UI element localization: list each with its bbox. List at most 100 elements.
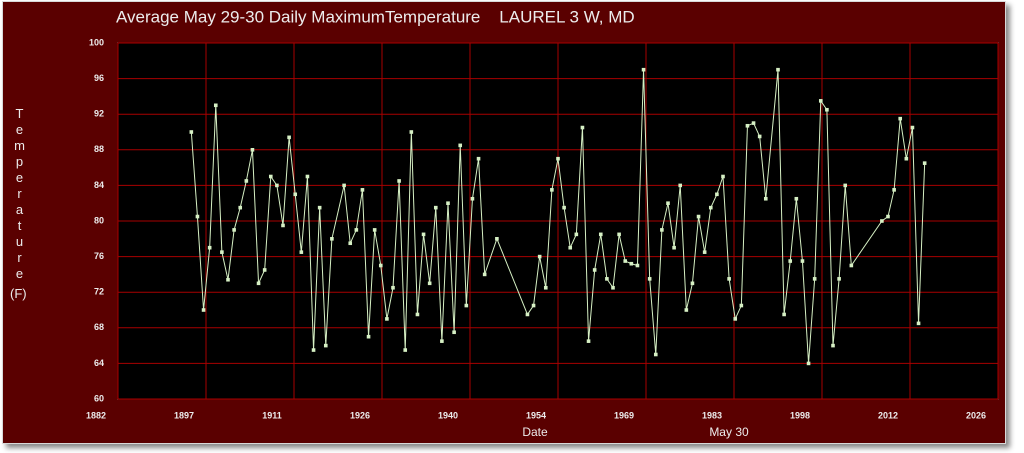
data-point <box>299 250 304 254</box>
y-tick-label: 72 <box>94 287 104 297</box>
data-point <box>323 343 328 348</box>
data-point <box>220 250 224 254</box>
data-point <box>226 277 230 282</box>
data-point <box>287 135 291 140</box>
x-axis-label: Date <box>522 425 548 439</box>
data-point <box>898 116 903 121</box>
data-point <box>623 259 628 263</box>
data-point <box>360 188 365 192</box>
data-point <box>446 201 450 205</box>
data-point <box>427 281 432 286</box>
data-point <box>440 339 444 343</box>
data-point <box>397 179 401 183</box>
data-point <box>831 343 835 348</box>
y-tick-label: 84 <box>94 180 104 190</box>
data-point <box>641 67 646 72</box>
data-point <box>421 232 426 237</box>
data-point <box>672 245 676 250</box>
data-point <box>201 308 206 312</box>
data-point <box>311 348 316 352</box>
data-point <box>904 156 909 161</box>
data-point <box>702 250 707 254</box>
data-point <box>788 259 793 263</box>
data-point <box>415 312 420 317</box>
data-point <box>275 183 279 188</box>
data-point <box>495 237 499 241</box>
y-tick-label: 64 <box>94 358 104 368</box>
data-point <box>232 228 236 232</box>
data-point <box>886 214 890 219</box>
data-point <box>825 107 829 112</box>
data-point <box>733 317 738 321</box>
data-point <box>372 228 377 232</box>
data-point <box>666 201 670 205</box>
data-point <box>647 277 652 281</box>
data-point <box>250 148 255 152</box>
data-point <box>684 308 689 312</box>
x-tick-label: 1897 <box>174 410 194 420</box>
data-point <box>317 205 322 210</box>
data-point <box>806 361 811 366</box>
data-point <box>470 196 475 201</box>
data-point <box>751 121 756 125</box>
data-point <box>262 268 267 272</box>
data-point <box>385 317 389 321</box>
data-point <box>653 352 658 357</box>
data-point <box>562 205 566 210</box>
x-tick-label: 1940 <box>438 410 458 420</box>
data-point <box>293 192 298 197</box>
data-point <box>342 183 346 188</box>
chart-title: Average May 29-30 Daily MaximumTemperatu… <box>116 7 635 26</box>
data-point <box>458 143 463 148</box>
y-tick-label: 92 <box>94 109 104 119</box>
series-line <box>190 69 926 364</box>
data-point <box>409 130 414 134</box>
data-point <box>916 321 921 326</box>
y-axis-label: Temperature <box>12 106 27 282</box>
y-axis-unit: (F) <box>10 286 27 301</box>
x-tick-label: 1882 <box>86 410 106 420</box>
data-point <box>244 179 249 183</box>
data-point <box>543 285 548 290</box>
data-point <box>238 205 243 210</box>
data-point <box>598 232 603 237</box>
data-point <box>800 259 805 263</box>
x-tick-label: 1926 <box>350 410 370 420</box>
y-tick-label: 80 <box>94 215 104 225</box>
data-point <box>812 277 817 281</box>
data-point <box>330 237 334 241</box>
data-point <box>849 263 854 268</box>
data-point <box>256 281 261 286</box>
data-point <box>305 174 310 179</box>
data-point <box>727 277 731 281</box>
data-point <box>660 228 664 232</box>
data-point <box>745 123 750 128</box>
data-point <box>366 334 371 339</box>
data-point <box>739 303 744 308</box>
x-tick-label: 1911 <box>262 410 282 420</box>
data-point <box>910 125 915 130</box>
data-point <box>892 188 896 192</box>
data-point <box>531 303 536 308</box>
data-point <box>452 330 456 335</box>
data-point <box>574 232 579 237</box>
data-point <box>708 205 713 210</box>
data-point <box>476 156 481 161</box>
data-point <box>189 130 194 134</box>
data-point <box>635 263 640 268</box>
x-axis-sublabel: May 30 <box>709 425 749 439</box>
data-point <box>403 348 408 352</box>
data-point <box>880 219 884 223</box>
data-point <box>268 174 273 179</box>
x-tick-label: 1969 <box>614 410 634 420</box>
y-tick-label: 68 <box>94 322 104 332</box>
x-tick-label: 1954 <box>526 410 546 420</box>
data-point <box>818 99 823 103</box>
y-tick-label: 76 <box>94 251 104 261</box>
data-point <box>354 228 359 232</box>
data-point <box>207 245 212 250</box>
data-point <box>568 245 573 250</box>
data-point <box>195 214 200 219</box>
